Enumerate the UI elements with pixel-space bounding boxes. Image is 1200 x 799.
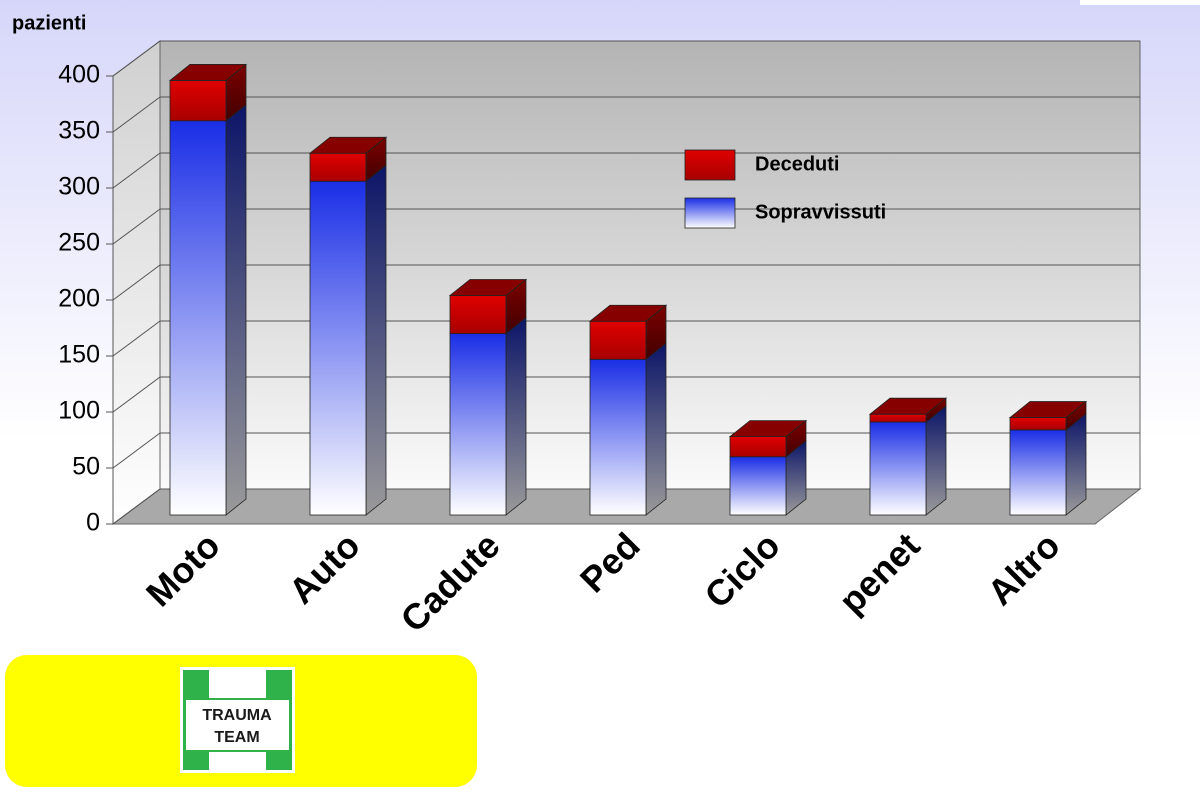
y-tick-label: 300 bbox=[58, 173, 100, 201]
y-tick-label: 250 bbox=[58, 229, 100, 257]
y-tick-label: 200 bbox=[58, 285, 100, 313]
logo-text: TRAUMA bbox=[202, 707, 272, 724]
bar bbox=[869, 413, 927, 423]
legend-swatch bbox=[684, 197, 736, 229]
grid-line-side bbox=[112, 96, 161, 133]
bar bbox=[309, 180, 367, 516]
bar-top bbox=[448, 279, 528, 296]
y-tick-label: 150 bbox=[58, 341, 100, 369]
bar bbox=[449, 295, 507, 334]
grid-line-side bbox=[112, 488, 161, 525]
y-tick-label: 400 bbox=[58, 61, 100, 89]
y-tick-label: 350 bbox=[58, 117, 100, 145]
bar-top bbox=[868, 397, 948, 415]
grid-line-side bbox=[112, 40, 161, 77]
bar-top bbox=[308, 136, 388, 154]
y-tick-label: 0 bbox=[86, 509, 100, 537]
grid-line-side bbox=[112, 432, 161, 469]
legend: Deceduti Sopravvissuti bbox=[684, 149, 886, 229]
corner-box bbox=[1080, 0, 1200, 5]
logo-notch bbox=[209, 752, 266, 770]
legend-label: Deceduti bbox=[755, 153, 839, 175]
bar bbox=[169, 80, 227, 122]
logo-text: TEAM bbox=[214, 729, 259, 746]
bar-top bbox=[168, 64, 248, 81]
y-axis-label: pazienti bbox=[12, 12, 86, 34]
bar bbox=[729, 436, 787, 458]
bar-side bbox=[1065, 413, 1087, 516]
bar-top bbox=[728, 420, 808, 438]
grid-line-side bbox=[112, 264, 161, 301]
bar-top bbox=[1008, 401, 1088, 418]
grid-line-side bbox=[112, 208, 161, 245]
bar-side bbox=[645, 342, 667, 516]
bar bbox=[1009, 417, 1067, 431]
bar bbox=[729, 456, 787, 516]
bar-side bbox=[505, 316, 527, 516]
bar-top bbox=[588, 304, 668, 322]
logo-notch bbox=[209, 670, 266, 698]
grid-line-side bbox=[112, 320, 161, 357]
bar bbox=[169, 120, 227, 516]
bar bbox=[449, 333, 507, 516]
bar bbox=[309, 152, 367, 182]
grid-line-side bbox=[112, 152, 161, 189]
legend-swatch bbox=[684, 149, 736, 181]
bar bbox=[589, 358, 647, 516]
bar bbox=[1009, 429, 1067, 516]
logo: TRAUMA TEAM bbox=[180, 667, 295, 773]
legend-label: Sopravvissuti bbox=[755, 201, 886, 223]
logo-band bbox=[186, 700, 289, 750]
y-tick-label: 50 bbox=[72, 453, 100, 481]
bar-side bbox=[925, 405, 947, 516]
y-tick-label: 100 bbox=[58, 397, 100, 425]
bar bbox=[869, 421, 927, 516]
bar bbox=[589, 320, 647, 360]
bar-side bbox=[225, 103, 247, 516]
bar-side bbox=[365, 164, 387, 516]
bars bbox=[168, 63, 1088, 516]
grid-line-side bbox=[112, 376, 161, 413]
